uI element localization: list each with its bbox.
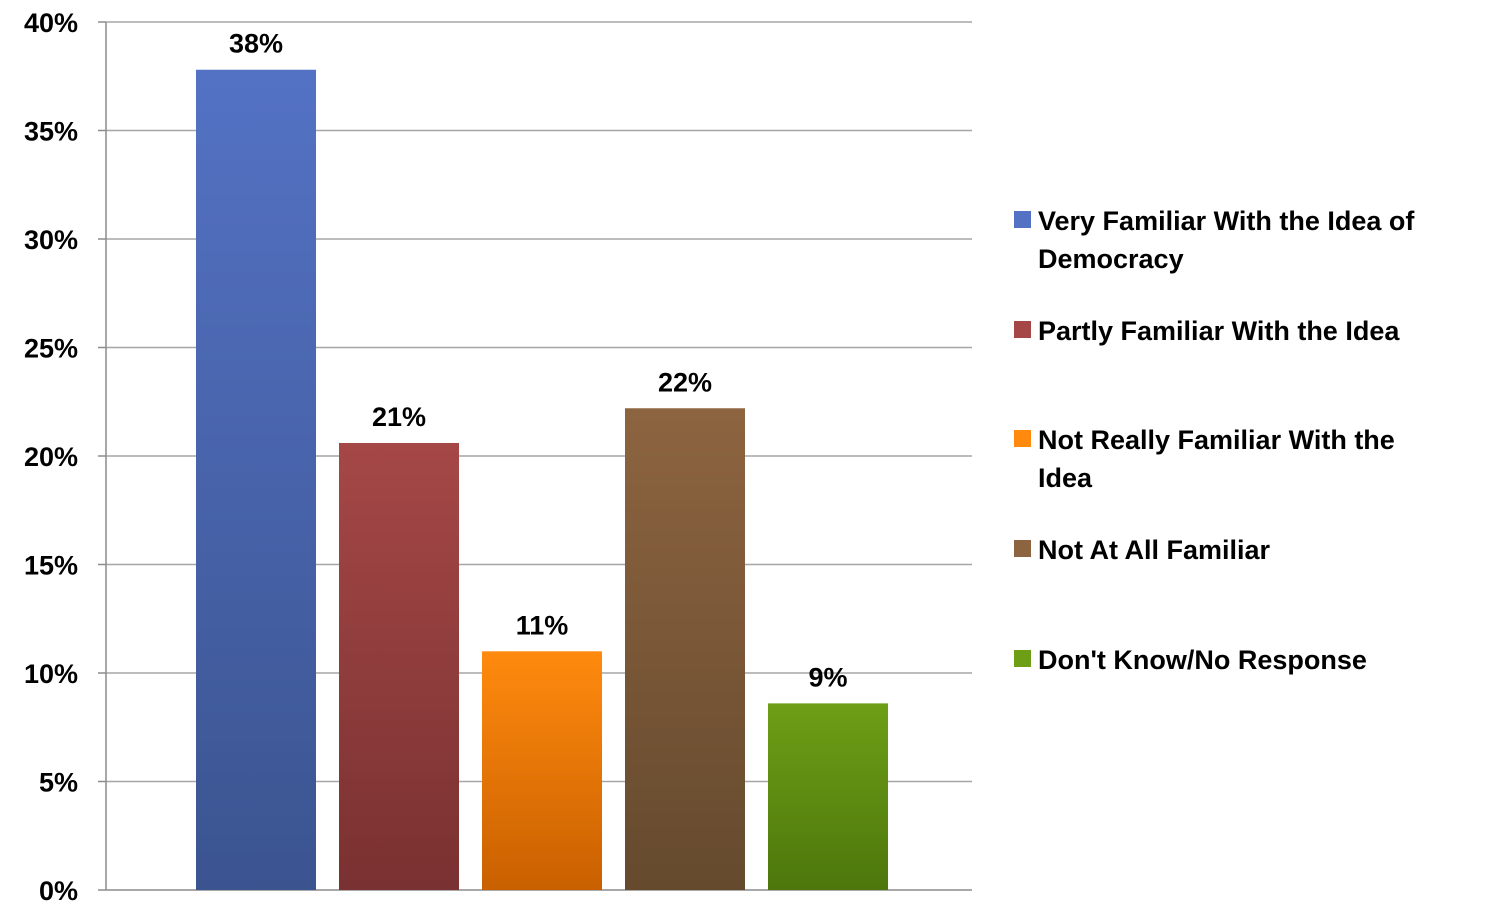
legend-swatch (1014, 430, 1031, 447)
bar (339, 442, 459, 890)
legend-label: Very Familiar With the Idea of (1038, 206, 1415, 236)
y-tick-label: 25% (24, 334, 78, 364)
legend-item: Don't Know/No Response (1014, 645, 1367, 675)
data-label: 9% (808, 662, 847, 692)
y-tick-label: 10% (24, 659, 78, 689)
legend-label: Not Really Familiar With the (1038, 425, 1395, 455)
y-tick-label: 15% (24, 551, 78, 581)
y-axis: 0% 5% 10% 15% 20% 25% 30% 35% 40% (24, 8, 972, 902)
data-label: 11% (516, 610, 569, 640)
legend-item: Partly Familiar With the Idea (1014, 316, 1400, 346)
bar (482, 651, 602, 890)
data-label: 38% (229, 29, 283, 59)
bar (625, 408, 745, 890)
y-tick-label: 20% (24, 442, 78, 472)
bar (196, 69, 316, 891)
y-tick-label: 5% (39, 768, 78, 798)
legend-label: Not At All Familiar (1038, 535, 1271, 565)
y-tick-label: 40% (24, 8, 78, 38)
y-tick-label: 35% (24, 117, 78, 147)
legend: Very Familiar With the Idea of Democracy P… (1014, 206, 1415, 675)
legend-item: Not At All Familiar (1014, 535, 1271, 565)
legend-label: Partly Familiar With the Idea (1038, 316, 1400, 346)
y-tick-label: 0% (39, 876, 78, 902)
legend-swatch (1014, 211, 1031, 228)
data-labels: 38% 21% 11% 22% 9% (229, 29, 848, 693)
legend-item: Not Really Familiar With the Idea (1014, 425, 1395, 493)
bars (196, 69, 888, 891)
y-tick-label: 30% (24, 225, 78, 255)
legend-swatch (1014, 650, 1031, 667)
legend-label: Don't Know/No Response (1038, 645, 1367, 675)
legend-label: Idea (1038, 463, 1093, 493)
legend-label: Democracy (1038, 244, 1184, 274)
bar (768, 703, 888, 890)
legend-item: Very Familiar With the Idea of Democracy (1014, 206, 1415, 274)
data-label: 21% (372, 402, 426, 432)
data-label: 22% (658, 367, 712, 397)
legend-swatch (1014, 321, 1031, 338)
legend-swatch (1014, 540, 1031, 557)
